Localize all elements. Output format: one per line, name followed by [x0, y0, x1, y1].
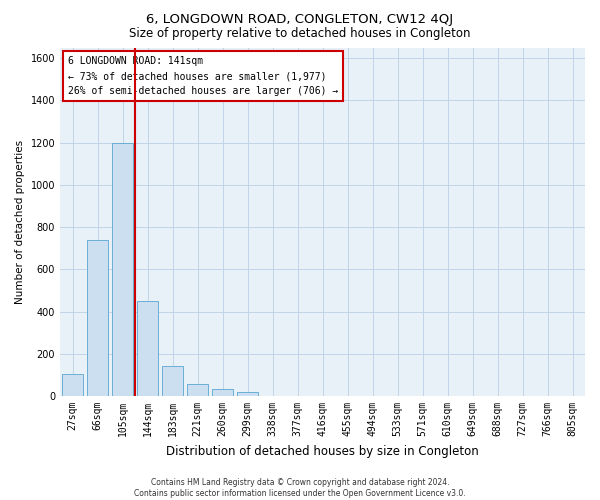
Bar	[62, 374, 83, 396]
Bar	[162, 366, 183, 396]
Text: Contains HM Land Registry data © Crown copyright and database right 2024.
Contai: Contains HM Land Registry data © Crown c…	[134, 478, 466, 498]
Y-axis label: Number of detached properties: Number of detached properties	[15, 140, 25, 304]
Bar	[112, 142, 133, 396]
Text: Size of property relative to detached houses in Congleton: Size of property relative to detached ho…	[129, 28, 471, 40]
Text: 6 LONGDOWN ROAD: 141sqm
← 73% of detached houses are smaller (1,977)
26% of semi: 6 LONGDOWN ROAD: 141sqm ← 73% of detache…	[68, 56, 338, 96]
X-axis label: Distribution of detached houses by size in Congleton: Distribution of detached houses by size …	[166, 444, 479, 458]
Bar	[237, 392, 258, 396]
Bar	[137, 301, 158, 396]
Bar	[212, 390, 233, 396]
Bar	[87, 240, 108, 396]
Text: 6, LONGDOWN ROAD, CONGLETON, CW12 4QJ: 6, LONGDOWN ROAD, CONGLETON, CW12 4QJ	[146, 12, 454, 26]
Bar	[187, 384, 208, 396]
